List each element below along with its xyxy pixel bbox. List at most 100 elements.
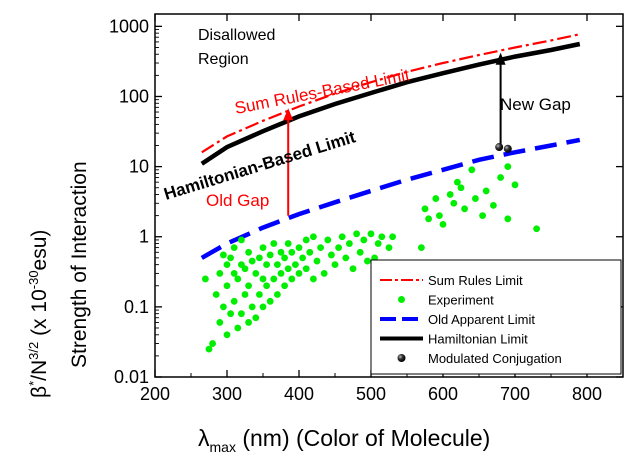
experiment-point (259, 275, 267, 283)
experiment-point (299, 254, 306, 262)
experiment-point (288, 248, 296, 256)
experiment-point (274, 291, 281, 298)
experiment-point (328, 251, 335, 259)
experiment-point (378, 233, 386, 241)
experiment-point (504, 215, 512, 223)
experiment-point (281, 254, 288, 262)
experiment-point (205, 345, 213, 353)
experiment-point (223, 331, 231, 339)
experiment-point (259, 303, 267, 311)
experiment-point (252, 314, 260, 322)
experiment-point (457, 184, 465, 192)
experiment-point (342, 254, 350, 262)
experiment-point (288, 275, 296, 283)
experiment-point (356, 248, 364, 256)
experiment-point (302, 236, 310, 244)
y-tick-label: 0.1 (124, 297, 149, 317)
experiment-point (230, 297, 238, 305)
experiment-point (216, 319, 224, 326)
experiment-point (245, 248, 253, 256)
experiment-point (306, 248, 314, 256)
experiment-point (295, 244, 303, 252)
experiment-point (353, 230, 360, 238)
gap-arrows (283, 52, 512, 216)
old_apparent-line (200, 137, 581, 260)
experiment-point (367, 230, 375, 238)
experiment-point (256, 254, 263, 262)
disallowed-label-line2: Region (198, 51, 249, 68)
old-gap-label: Old Gap (206, 191, 269, 210)
experiment-point (436, 212, 443, 220)
experiment-point (230, 244, 238, 252)
x-tick-label: 500 (356, 384, 386, 404)
x-tick-label: 400 (284, 384, 314, 404)
legend-label: Old Apparent Limit (428, 312, 535, 327)
experiment-point (385, 244, 393, 252)
new-gap-label: New Gap (500, 95, 571, 114)
experiment-point (374, 240, 382, 247)
y-axis-label-line2: Strength of Interaction (68, 161, 91, 368)
experiment-point (439, 220, 447, 228)
experiment-point (320, 270, 328, 277)
experiment-point (266, 297, 274, 305)
experiment-point (454, 178, 461, 186)
experiment-point (490, 201, 497, 209)
disallowed-label-line1: Disallowed (198, 27, 275, 44)
hamiltonian-line (200, 41, 581, 166)
experiment-point (346, 240, 353, 247)
y-axis-label-line1: β*/N3/2 (x 10-30esu) (26, 230, 51, 398)
experiment-point (533, 225, 540, 233)
experiment-point (432, 195, 440, 202)
experiment-point (418, 244, 425, 252)
x-tick-label: 200 (140, 384, 170, 404)
experiment-point (277, 270, 285, 277)
experiment-point (421, 205, 429, 213)
experiment-point (227, 310, 235, 318)
experiment-point (335, 244, 342, 252)
experiment-point (281, 282, 288, 290)
experiment-point (245, 319, 253, 326)
experiment-point (349, 265, 357, 273)
legend-label: Modulated Conjugation (428, 351, 562, 366)
experiment-point (234, 275, 242, 283)
experiment-point (220, 303, 227, 311)
experiment-point (450, 199, 458, 207)
experiment-point (220, 251, 227, 259)
x-tick-label: 800 (572, 384, 602, 404)
y-tick-label: 1 (139, 227, 149, 247)
experiment-point (256, 291, 263, 298)
experiment-point (266, 251, 274, 259)
experiment-point (209, 340, 217, 347)
experiment-point (313, 257, 321, 265)
sum_rules-line (201, 33, 581, 154)
experiment-point (504, 163, 512, 171)
experiment-point (252, 270, 260, 277)
y-tick-label: 100 (119, 86, 149, 106)
experiment-point (295, 270, 303, 277)
experiment-point (511, 181, 519, 189)
legend-label: Hamiltonian Limit (428, 332, 528, 347)
experiment-point (360, 236, 368, 244)
x-tick-label: 600 (428, 384, 458, 404)
experiment-point (310, 233, 317, 241)
experiment-point (338, 233, 346, 241)
modulated-conjugation-point (495, 143, 504, 152)
experiment-point (230, 270, 238, 277)
experiment-point (284, 240, 292, 247)
experiment-point (461, 205, 468, 213)
experiment-point (241, 265, 249, 273)
experiment-point (389, 233, 396, 241)
experiment-point (202, 275, 209, 283)
experiment-point (497, 174, 504, 181)
legend-swatch-modulated (397, 354, 406, 362)
y-tick-label: 1000 (109, 16, 149, 36)
old_gap-arrow-head (283, 108, 294, 121)
experiment-point (216, 270, 224, 277)
experiment-point (223, 282, 231, 290)
experiment-point (479, 212, 486, 220)
experiment-point (364, 257, 371, 265)
experiment-point (446, 191, 454, 198)
series-layer (200, 33, 581, 353)
experiment-point (324, 236, 332, 244)
